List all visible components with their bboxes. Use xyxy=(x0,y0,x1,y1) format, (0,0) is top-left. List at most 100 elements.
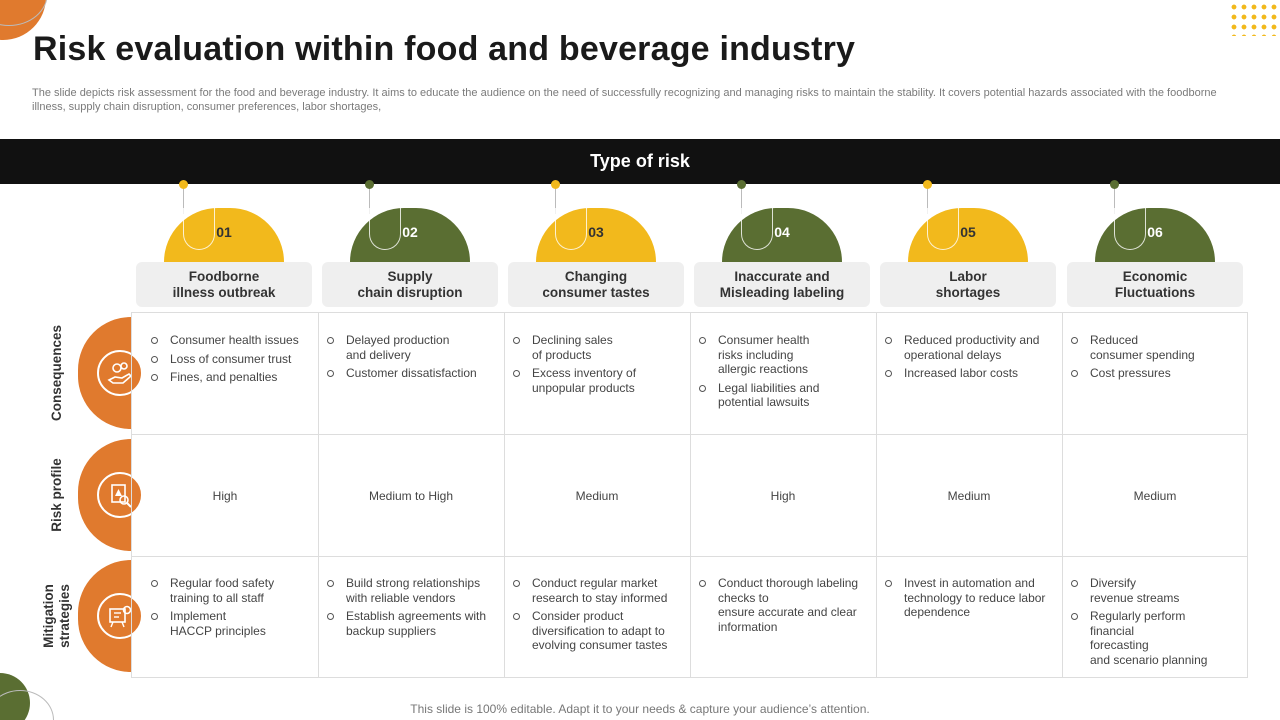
risk-number: 01 xyxy=(216,224,232,240)
list-item: Invest in automation and technology to r… xyxy=(884,576,1046,620)
list-item: Excess inventory of unpopular products xyxy=(512,366,674,395)
risk-number: 04 xyxy=(774,224,790,240)
row-divider xyxy=(132,556,1247,557)
risk-profile-value-6: Medium xyxy=(1133,489,1177,503)
risk-column-header-3: 03 Changing consumer tastes xyxy=(508,180,684,308)
list-item: Consumer health issues xyxy=(150,333,312,348)
pin-line xyxy=(555,184,556,214)
list-item: Diversify revenue streams xyxy=(1070,576,1232,605)
list-item: Reduced consumer spending xyxy=(1070,333,1232,362)
list-item: Delayed production and delivery xyxy=(326,333,488,362)
banner-title: Type of risk xyxy=(590,151,690,171)
list-item: Fines, and penalties xyxy=(150,370,312,385)
list-item: Cost pressures xyxy=(1070,366,1232,381)
risk-label: Labor shortages xyxy=(880,262,1056,307)
strategy-board-icon xyxy=(97,593,143,639)
risk-label: Supply chain disruption xyxy=(322,262,498,307)
risk-table: Consumer health issues Loss of consumer … xyxy=(131,312,1248,678)
badge-hook xyxy=(555,208,587,250)
pin-dot xyxy=(179,180,188,189)
risk-column-header-5: 05 Labor shortages xyxy=(880,180,1056,308)
risk-column-header-4: 04 Inaccurate and Misleading labeling xyxy=(694,180,870,308)
badge-hook xyxy=(369,208,401,250)
column-divider xyxy=(876,313,877,677)
pin-line xyxy=(927,184,928,214)
risk-profile-value-5: Medium xyxy=(947,489,991,503)
badge-hook xyxy=(183,208,215,250)
pin-line xyxy=(1114,184,1115,214)
row-divider xyxy=(132,434,1247,435)
risk-column-header-1: 01 Foodborne illness outbreak xyxy=(136,180,312,308)
strategy-board-icon-svg xyxy=(109,605,132,628)
consequences-cell-4: Consumer health risks including allergic… xyxy=(680,333,866,414)
mitigation-cell-2: Build strong relationships with reliable… xyxy=(308,576,494,642)
page-description: The slide depicts risk assessment for th… xyxy=(32,87,1217,113)
list-item: Conduct thorough labeling checks to ensu… xyxy=(698,576,860,634)
pin-line xyxy=(369,184,370,214)
column-divider xyxy=(504,313,505,677)
column-divider xyxy=(690,313,691,677)
risk-label: Inaccurate and Misleading labeling xyxy=(694,262,870,307)
pin-dot xyxy=(1110,180,1119,189)
hand-gears-icon xyxy=(97,350,143,396)
risk-column-header-2: 02 Supply chain disruption xyxy=(322,180,498,308)
hand-gears-icon-svg xyxy=(107,362,133,384)
consequences-cell-3: Declining sales of products Excess inven… xyxy=(494,333,680,399)
risk-label: Economic Fluctuations xyxy=(1067,262,1243,307)
mitigation-cell-5: Invest in automation and technology to r… xyxy=(866,576,1052,624)
risk-number: 06 xyxy=(1147,224,1163,240)
mitigation-cell-6: Diversify revenue streams Regularly perf… xyxy=(1052,576,1238,671)
risk-column-header-6: 06 Economic Fluctuations xyxy=(1067,180,1243,308)
risk-profile-value-1: High xyxy=(212,489,238,503)
list-item: Customer dissatisfaction xyxy=(326,366,488,381)
badge-hook xyxy=(741,208,773,250)
consequences-cell-1: Consumer health issues Loss of consumer … xyxy=(132,333,318,389)
badge-hook xyxy=(1114,208,1146,250)
consequences-cell-5: Reduced productivity and operational del… xyxy=(866,333,1052,385)
risk-profile-value-3: Medium xyxy=(575,489,619,503)
footer-note: This slide is 100% editable. Adapt it to… xyxy=(410,702,870,716)
mitigation-cell-4: Conduct thorough labeling checks to ensu… xyxy=(680,576,866,638)
list-item: Loss of consumer trust xyxy=(150,352,312,367)
page-title: Risk evaluation within food and beverage… xyxy=(33,30,856,68)
row-label-risk-profile: Risk profile xyxy=(49,458,64,532)
list-item: Legal liabilities and potential lawsuits xyxy=(698,381,860,410)
consequences-cell-2: Delayed production and delivery Customer… xyxy=(308,333,494,385)
list-item: Declining sales of products xyxy=(512,333,674,362)
list-item: Consider product diversification to adap… xyxy=(512,609,674,653)
risk-document-icon-svg xyxy=(111,484,132,508)
list-item: Implement HACCP principles xyxy=(150,609,312,638)
list-item: Establish agreements with backup supplie… xyxy=(326,609,488,638)
column-divider xyxy=(318,313,319,677)
risk-profile-value-4: High xyxy=(770,489,796,503)
mitigation-cell-1: Regular food safety training to all staf… xyxy=(132,576,318,642)
type-of-risk-banner: Type of risk xyxy=(0,139,1280,184)
risk-number: 02 xyxy=(402,224,418,240)
column-divider xyxy=(1062,313,1063,677)
row-label-consequences: Consequences xyxy=(49,324,64,422)
badge-hook xyxy=(927,208,959,250)
dot-pattern-decoration xyxy=(1229,2,1279,36)
list-item: Regular food safety training to all staf… xyxy=(150,576,312,605)
list-item: Regularly perform financial forecasting … xyxy=(1070,609,1232,667)
risk-number: 03 xyxy=(588,224,604,240)
list-item: Build strong relationships with reliable… xyxy=(326,576,488,605)
risk-document-icon xyxy=(97,472,143,518)
row-label-mitigation: Mitigation strategies xyxy=(41,584,72,648)
list-item: Reduced productivity and operational del… xyxy=(884,333,1046,362)
risk-label: Changing consumer tastes xyxy=(508,262,684,307)
pin-line xyxy=(183,184,184,214)
risk-profile-value-2: Medium to High xyxy=(368,489,454,503)
list-item: Consumer health risks including allergic… xyxy=(698,333,860,377)
pin-dot xyxy=(923,180,932,189)
list-item: Conduct regular market research to stay … xyxy=(512,576,674,605)
consequences-cell-6: Reduced consumer spending Cost pressures xyxy=(1052,333,1238,385)
pin-dot xyxy=(551,180,560,189)
mitigation-cell-3: Conduct regular market research to stay … xyxy=(494,576,680,657)
list-item: Increased labor costs xyxy=(884,366,1046,381)
risk-label: Foodborne illness outbreak xyxy=(136,262,312,307)
pin-line xyxy=(741,184,742,214)
risk-number: 05 xyxy=(960,224,976,240)
pin-dot xyxy=(737,180,746,189)
pin-dot xyxy=(365,180,374,189)
